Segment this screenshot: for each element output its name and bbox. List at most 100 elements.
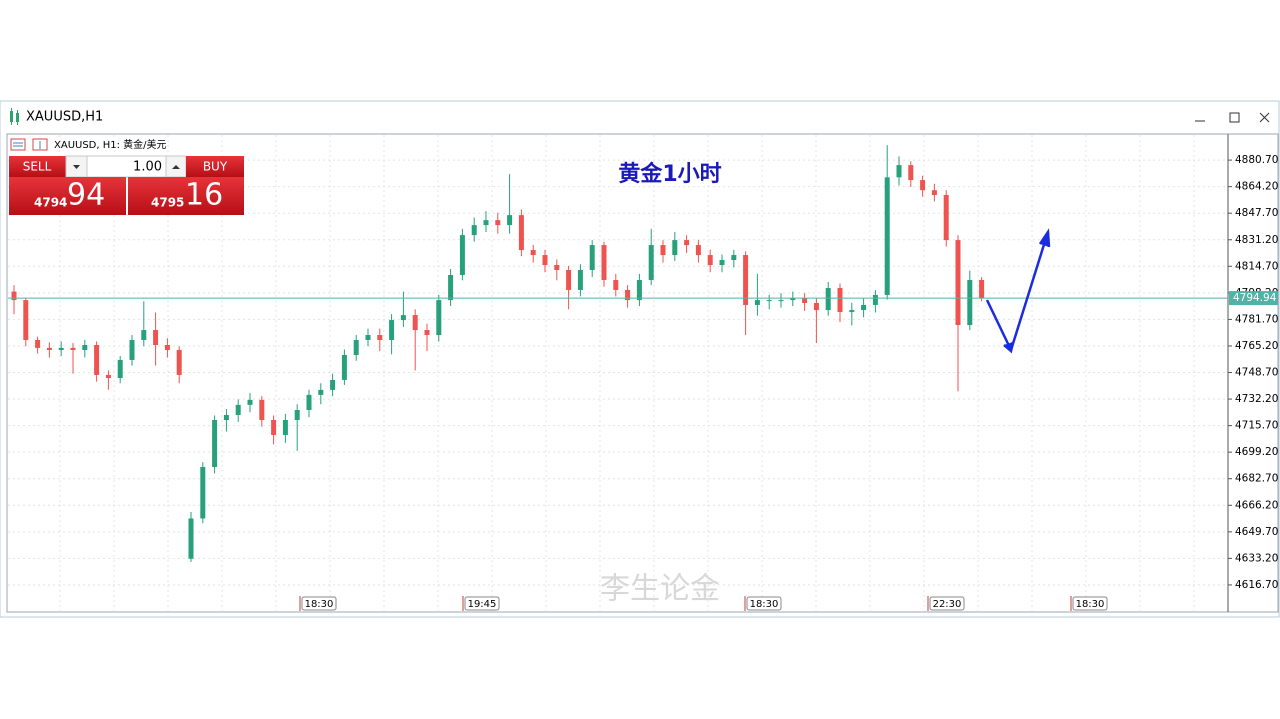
candle-body bbox=[743, 255, 749, 305]
y-tick-label: 4748.70 bbox=[1235, 367, 1278, 379]
lot-value: 1.00 bbox=[133, 160, 162, 175]
candle-body bbox=[554, 265, 560, 271]
candle-body bbox=[341, 354, 347, 380]
y-tick-label: 4616.70 bbox=[1235, 579, 1278, 591]
y-tick-label: 4649.70 bbox=[1235, 526, 1278, 538]
close-button[interactable] bbox=[1259, 112, 1270, 123]
candle-body bbox=[377, 335, 383, 341]
lot-down-arrow bbox=[73, 165, 80, 169]
time-marker: 18:30 bbox=[305, 599, 334, 610]
candle-body bbox=[813, 303, 819, 311]
buy-label: BUY bbox=[203, 160, 228, 174]
marker-box bbox=[746, 596, 782, 611]
sell-button[interactable] bbox=[9, 156, 66, 177]
ask-small: 4795 bbox=[151, 196, 184, 210]
candle-body bbox=[141, 330, 147, 341]
candle-body bbox=[802, 298, 808, 303]
candle-body bbox=[955, 240, 961, 326]
y-tick-label: 4847.70 bbox=[1235, 207, 1278, 219]
drawn-arrow bbox=[985, 228, 1051, 354]
y-tick-label: 4732.20 bbox=[1235, 393, 1278, 405]
time-marker: 18:30 bbox=[1076, 599, 1105, 610]
candle-body bbox=[306, 394, 312, 411]
marker-box bbox=[301, 596, 337, 611]
marker-box bbox=[464, 596, 500, 611]
bid-box[interactable] bbox=[9, 177, 126, 215]
candle-body bbox=[153, 330, 159, 345]
candle-body bbox=[330, 379, 336, 390]
candle-body bbox=[212, 419, 218, 467]
candle-body bbox=[778, 300, 784, 302]
candle-body bbox=[566, 270, 572, 290]
ask-box[interactable] bbox=[128, 177, 244, 215]
candle-body bbox=[400, 315, 406, 321]
candle-body bbox=[365, 335, 371, 341]
candles bbox=[8, 145, 1228, 562]
chart-header: XAUUSD, H1: 黄金/美元 bbox=[54, 138, 167, 151]
y-tick-label: 4864.20 bbox=[1235, 181, 1278, 193]
candle-body bbox=[117, 359, 123, 378]
y-tick-label: 4715.70 bbox=[1235, 420, 1278, 432]
watermark: 李生论金 bbox=[600, 572, 720, 607]
candle-body bbox=[105, 374, 111, 378]
candle-body bbox=[648, 245, 654, 280]
candle-body bbox=[495, 220, 501, 226]
candle-body bbox=[530, 250, 536, 256]
ask-big: 16 bbox=[185, 178, 223, 213]
candle-body bbox=[967, 279, 973, 326]
candle-body bbox=[389, 320, 395, 341]
candle-body bbox=[58, 347, 64, 350]
candle-body bbox=[719, 260, 725, 266]
candle-body bbox=[613, 279, 619, 290]
time-marker: 22:30 bbox=[933, 599, 962, 610]
chart-title: 黄金1小时 bbox=[618, 161, 721, 187]
candle-body bbox=[424, 330, 430, 336]
candle-body bbox=[353, 340, 359, 355]
time-marker: 18:30 bbox=[750, 599, 779, 610]
candle-body bbox=[436, 300, 442, 336]
candle-body bbox=[636, 279, 642, 301]
window-title: XAUUSD,H1 bbox=[26, 110, 103, 125]
candle-body bbox=[507, 215, 513, 226]
chart-header-icons bbox=[10, 138, 48, 151]
candle-body bbox=[790, 298, 796, 301]
candle-body bbox=[235, 404, 241, 415]
candle-body bbox=[412, 315, 418, 331]
sell-label: SELL bbox=[23, 160, 52, 174]
candle-body bbox=[223, 415, 229, 420]
candle-body bbox=[46, 347, 52, 350]
y-tick-label: 4765.20 bbox=[1235, 340, 1278, 352]
candle-body bbox=[849, 310, 855, 313]
candle-body bbox=[188, 518, 194, 559]
candle-body bbox=[271, 419, 277, 435]
y-tick-label: 4633.20 bbox=[1235, 552, 1278, 564]
candle-body bbox=[11, 291, 17, 301]
maximize-button[interactable] bbox=[1229, 112, 1240, 123]
candle-body bbox=[259, 399, 265, 420]
candle-body bbox=[931, 190, 937, 196]
candle-body bbox=[23, 300, 29, 341]
candle-body bbox=[837, 288, 843, 313]
candle-body bbox=[908, 165, 914, 181]
y-tick-label: 4682.70 bbox=[1235, 473, 1278, 485]
buy-button[interactable] bbox=[186, 156, 244, 177]
candle-body bbox=[589, 245, 595, 271]
candle-body bbox=[672, 240, 678, 256]
lot-up-arrow bbox=[172, 165, 180, 169]
candle-body bbox=[200, 466, 206, 519]
y-tick-label: 4666.20 bbox=[1235, 499, 1278, 511]
candle-body bbox=[318, 389, 324, 395]
candle-body bbox=[684, 240, 690, 246]
candle-body bbox=[176, 349, 182, 375]
y-tick-label: 4814.70 bbox=[1235, 260, 1278, 272]
candle-body bbox=[601, 245, 607, 280]
candle-body bbox=[625, 289, 631, 301]
candle-body bbox=[483, 220, 489, 226]
candle-body bbox=[707, 255, 713, 266]
candle-body bbox=[695, 245, 701, 256]
app-icon bbox=[10, 108, 19, 125]
candle-body bbox=[920, 180, 926, 191]
candle-body bbox=[129, 340, 135, 360]
